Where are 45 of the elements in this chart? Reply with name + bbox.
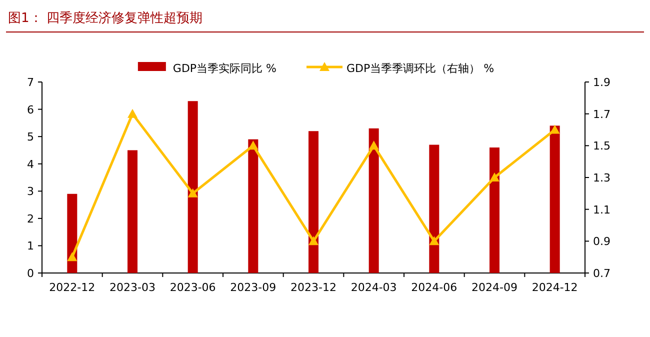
point [188,188,198,198]
point [128,108,138,118]
y-tick-label: 4 [27,158,34,171]
x-tick-label: 2022-12 [49,281,96,294]
x-tick-label: 2023-09 [230,281,276,294]
x-tick-label: 2024-09 [472,281,518,294]
bar [188,101,198,273]
y-tick-label: 6 [27,103,34,116]
bar [550,126,560,273]
bar [248,139,258,273]
y-tick-label: 1 [27,240,34,253]
y2-tick-label: 0.9 [593,235,610,248]
point [67,252,78,262]
x-tick-label: 2023-03 [110,281,156,294]
chart-title: 图1： 四季度经济修复弹性超预期 [8,10,202,26]
y-tick-label: 5 [27,130,34,144]
x-tick-label: 2023-06 [170,281,216,294]
bar [128,150,138,273]
bar [490,147,500,273]
point [308,236,318,246]
bar [308,131,318,273]
y-tick-label: 2 [27,212,34,226]
bar [429,144,440,273]
y2-tick-label: 1.7 [593,108,610,121]
x-tick-label: 2024-03 [350,281,397,294]
y2-tick-label: 1.5 [593,140,610,153]
y2-tick-label: 1.1 [593,203,610,216]
point [490,172,500,182]
y-tick-label: 0 [27,267,34,280]
y2-tick-label: 1.3 [593,172,610,184]
legend-label: GDP当季实际同比 % [172,62,276,75]
legend-label: GDP当季季调环比（右轴） % [346,62,494,75]
point [550,124,560,134]
point [429,236,440,246]
x-tick-label: 2024-12 [532,281,578,294]
x-tick-label: 2024-06 [411,281,458,294]
bar [368,128,379,273]
y2-tick-label: 0.7 [593,267,610,280]
y2-tick-label: 1.9 [593,76,610,89]
point [368,140,379,150]
x-tick-label: 2023-12 [290,281,336,294]
y-tick-label: 7 [27,76,34,89]
y-tick-label: 3 [27,185,34,198]
bar [67,194,78,273]
point [248,140,258,150]
